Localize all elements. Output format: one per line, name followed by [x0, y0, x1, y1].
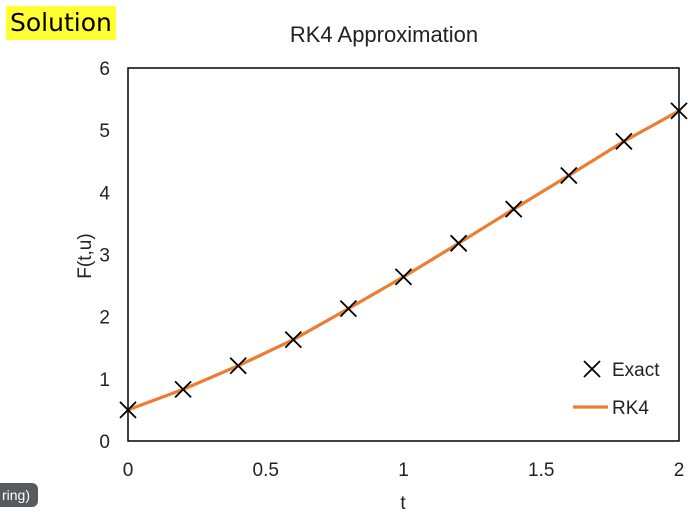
- exact-point: [449, 234, 468, 252]
- exact-point: [339, 299, 358, 318]
- y-axis-ticks: 0 1 2 3 4 5 6: [99, 59, 110, 453]
- chart-title: RK4 Approximation: [290, 22, 478, 47]
- x-axis-ticks: 0 0.5 1 1.5 2: [123, 460, 685, 481]
- exact-point: [229, 357, 247, 375]
- exact-point: [394, 268, 413, 286]
- marker-stroke: [505, 200, 523, 218]
- x-tick-label: 2: [674, 460, 685, 481]
- exact-point: [560, 166, 578, 185]
- y-tick-label: 3: [99, 246, 110, 267]
- caption-pill: ring): [0, 483, 39, 507]
- y-tick-label: 2: [99, 308, 110, 329]
- exact-point: [119, 401, 137, 419]
- exact-point: [284, 331, 302, 349]
- marker-stroke: [119, 401, 137, 419]
- marker-stroke: [583, 360, 601, 378]
- y-tick-label: 4: [99, 183, 110, 204]
- marker-stroke: [174, 380, 192, 399]
- legend-exact-marker: [583, 360, 601, 378]
- y-tick-label: 6: [99, 59, 110, 80]
- marker-stroke: [449, 234, 468, 252]
- legend: Exact RK4: [573, 360, 660, 419]
- marker-stroke: [560, 166, 578, 185]
- legend-exact-label: Exact: [612, 360, 660, 381]
- y-axis-label: F(t,u): [75, 233, 96, 278]
- marker-stroke: [339, 299, 358, 318]
- y-tick-label: 1: [99, 370, 110, 391]
- x-tick-label: 1.5: [528, 460, 554, 481]
- marker-stroke: [394, 268, 413, 286]
- x-tick-label: 0: [123, 460, 134, 481]
- y-tick-label: 0: [99, 432, 110, 453]
- x-axis-label: t: [400, 493, 406, 514]
- solution-badge: Solution: [6, 6, 116, 40]
- legend-rk4-label: RK4: [612, 398, 649, 419]
- y-tick-label: 5: [99, 121, 110, 142]
- plot-area-frame: [127, 67, 680, 442]
- exact-point: [505, 200, 523, 218]
- x-tick-label: 1: [398, 460, 409, 481]
- exact-point: [670, 102, 688, 120]
- marker-stroke: [670, 102, 688, 120]
- exact-point: [174, 380, 192, 399]
- marker-stroke: [615, 132, 633, 150]
- marker-stroke: [229, 357, 247, 375]
- x-tick-label: 0.5: [253, 460, 279, 481]
- series-layer: [119, 102, 688, 419]
- marker-stroke: [284, 331, 302, 349]
- exact-point: [615, 132, 633, 150]
